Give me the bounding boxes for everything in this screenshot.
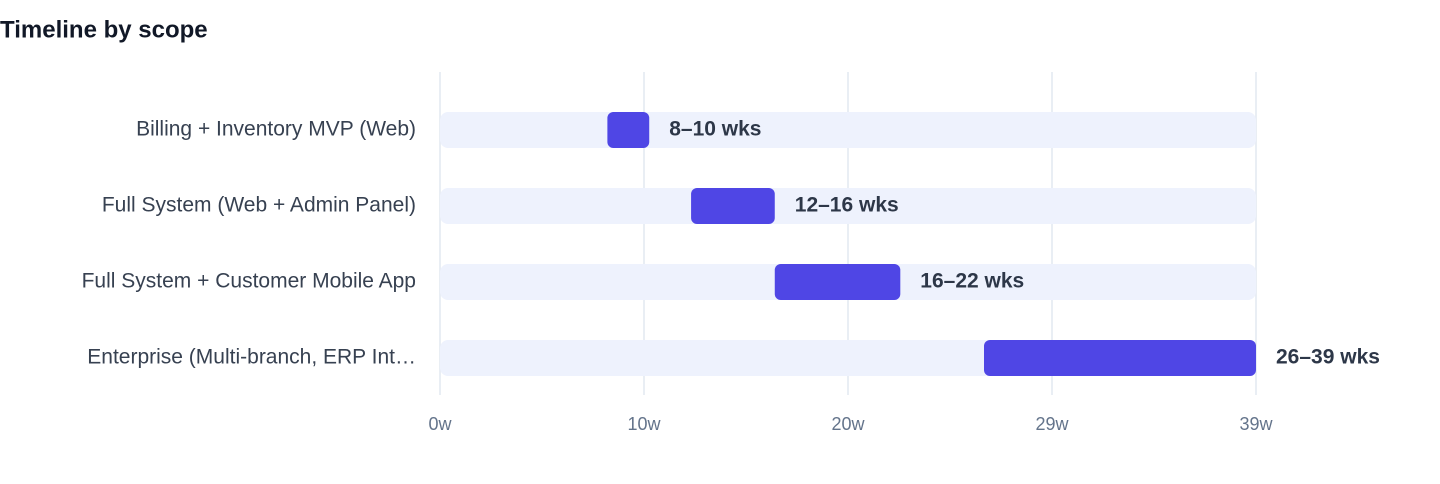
bar — [691, 188, 775, 224]
track — [440, 112, 1256, 148]
x-tick-label: 29w — [1035, 414, 1069, 434]
x-tick-label: 39w — [1239, 414, 1273, 434]
bar — [774, 264, 901, 300]
bar — [607, 112, 650, 148]
category-label: Full System + Customer Mobile App — [82, 270, 416, 293]
track — [440, 188, 1256, 224]
chart-title: Timeline by scope — [0, 16, 208, 43]
category-label: Billing + Inventory MVP (Web) — [136, 118, 416, 141]
value-label: 12–16 wks — [795, 194, 899, 217]
category-label: Full System (Web + Admin Panel) — [102, 194, 416, 217]
value-label: 8–10 wks — [669, 118, 761, 141]
x-tick-label: 10w — [627, 414, 661, 434]
value-label: 26–39 wks — [1276, 346, 1380, 369]
value-label: 16–22 wks — [920, 270, 1024, 293]
x-tick-label: 20w — [831, 414, 865, 434]
bar — [984, 340, 1256, 376]
x-tick-label: 0w — [428, 414, 452, 434]
category-label: Enterprise (Multi-branch, ERP Int… — [87, 346, 416, 369]
